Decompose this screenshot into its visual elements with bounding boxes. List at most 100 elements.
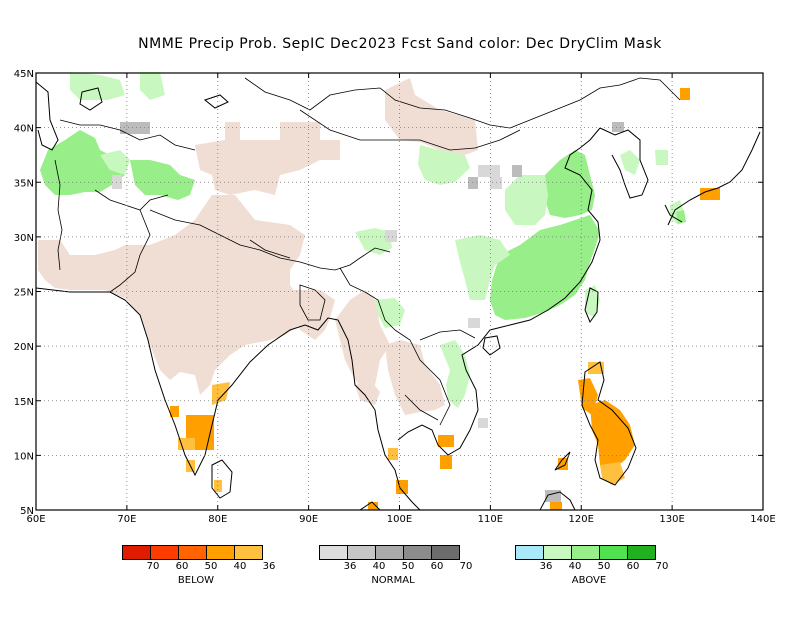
legend-below-tick: 50 [204,561,218,572]
legend-below-tick: 36 [262,561,276,572]
legend-above-tick: 70 [655,561,669,572]
below-36-japan [700,188,720,200]
legend-above-swatch [515,545,544,560]
border-himalaya [149,209,391,271]
normal-36-qinghai-3 [490,177,502,189]
lat-label: 15N [14,397,34,408]
above-36-kazakh [140,72,165,100]
above-normal-areas [40,72,686,408]
legend-normal-swatch [347,545,376,560]
legend-normal-swatch [403,545,432,560]
below-40-south-india [186,415,214,450]
lon-label: 70E [117,514,136,525]
dry-climatology-mask [38,78,478,415]
below-36-luzon-north [588,362,604,374]
coastline-hainan [482,335,501,356]
legend-above-tick: 40 [568,561,582,572]
below-36-borneo-north [550,502,562,510]
below-36-kerala [170,406,179,417]
lon-label: 90E [299,514,318,525]
border-laos-vietnam [394,329,451,426]
below-36-vietnam-south [440,455,452,469]
below-36-south-india-edge [178,438,195,450]
above-36-central-asia [70,72,125,100]
coastline-balkhash [203,94,229,109]
lat-label: 10N [14,451,34,462]
dry-mask-myanmar [335,290,390,390]
legend-above-label: ABOVE [571,575,607,586]
coastline-india [35,287,339,477]
legend-below-tick: 60 [175,561,189,572]
legend-below-swatch [178,545,207,560]
dry-mask-mongolia [385,78,478,155]
above-36-tajik [100,150,130,175]
below-normal-areas [170,88,720,510]
above-40-south-china [490,215,600,320]
dry-mask-myanmar-coast [355,380,380,405]
coastline-sumatra [359,501,381,511]
border-china-north [244,77,681,129]
dry-mask-tibet [195,122,340,195]
above-36-central-china [455,235,510,300]
normal-36-laos [478,418,488,428]
above-36-north-china [505,175,548,225]
border-china-vietnam [419,329,476,341]
lat-label: 45N [14,69,34,80]
below-36-palawan [558,458,568,470]
lon-label: 100E [387,514,412,525]
lon-label: 130E [659,514,684,525]
coastline-gulf-of-thailand [397,127,601,456]
map-title: NMME Precip Prob. SepIC Dec2023 Fcst San… [138,36,662,52]
below-36-andhra [212,382,230,405]
normal-36-gansu [512,165,522,177]
border-nepal [249,239,291,259]
lon-label: 110E [478,514,503,525]
above-40-afghanistan [40,130,125,195]
coastline-srilanka [211,459,233,499]
legend-above-swatch [627,545,656,560]
legend-above-swatch [543,545,572,560]
legend-normal-tick: 36 [343,561,357,572]
legend-below-tick: 70 [146,561,160,572]
legend-above-swatches [515,545,663,560]
legend-normal-ticks: 36 40 50 60 70 [319,560,473,573]
border-iran-afghan [54,159,63,271]
legend-above-swatch [571,545,600,560]
legend-below-swatch [150,545,179,560]
lon-label: 60E [26,514,45,525]
below-36-thailand [388,448,398,460]
border-bangladesh [299,284,326,321]
legend-normal-swatches [319,545,467,560]
lat-label: 20N [14,342,34,353]
coastline-aral [79,87,103,111]
below-36-sumatra [368,502,378,510]
legend-below-swatch [234,545,263,560]
below-36-srilanka [214,480,222,492]
coastline-palawan [554,451,571,471]
legend-normal-tick: 40 [372,561,386,572]
above-36-tibet-east [355,228,392,255]
border-mongolia-south [299,109,521,151]
legend-normal-swatch [431,545,460,560]
legend-above-tick: 60 [626,561,640,572]
below-40-philippines-visayas [590,400,635,470]
lon-label: 120E [569,514,594,525]
legend-normal-tick: 60 [430,561,444,572]
dry-mask-indochina [385,340,445,415]
border-pakistan-india [109,209,151,293]
normal-36-mongolia-east [612,122,624,132]
lat-label: 5N [20,506,34,517]
legend-above-swatch [599,545,628,560]
above-40-karakoram [130,160,195,200]
below-36-malaysia [396,480,408,494]
legend-normal-label: NORMAL [371,575,415,586]
legend-below-swatch [122,545,151,560]
coastline-philippines [581,361,637,486]
normal-40-qinghai-2 [468,177,478,189]
legend-below-swatch [206,545,235,560]
normal-36-sichuan [385,230,397,242]
legend-normal-tick: 50 [401,561,415,572]
coastline-korea [599,127,649,199]
above-36-yunnan [375,298,405,328]
